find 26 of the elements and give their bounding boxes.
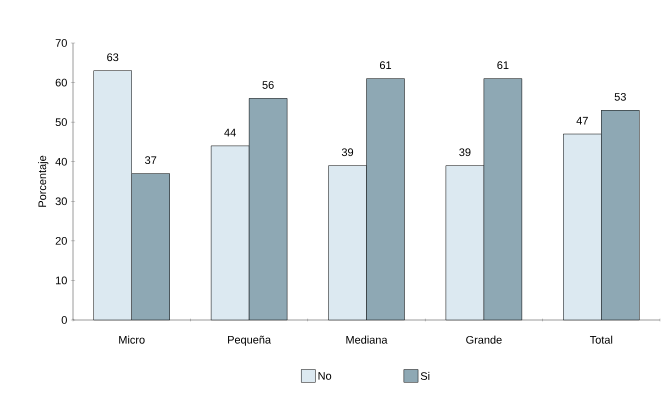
- x-tick-label: Mediana: [346, 336, 388, 344]
- y-tick-label: 10: [56, 276, 67, 284]
- legend-label: No: [318, 372, 332, 380]
- data-label: 47: [576, 116, 588, 124]
- y-tick-label: 0: [62, 316, 67, 324]
- data-label: 61: [497, 61, 508, 70]
- data-label: 63: [107, 53, 118, 62]
- data-label: 53: [614, 92, 626, 101]
- data-label: 39: [342, 148, 354, 156]
- data-label: 39: [459, 148, 470, 156]
- y-tick-label: 60: [56, 78, 67, 86]
- data-label: 56: [262, 81, 274, 89]
- x-tick-label: Grande: [466, 336, 502, 344]
- x-tick-label: Pequeña: [228, 336, 272, 346]
- data-label: 37: [145, 156, 156, 164]
- y-tick-label: 20: [56, 236, 67, 245]
- y-axis-title: Porcentaje: [38, 156, 48, 207]
- legend-label: Si: [420, 372, 430, 380]
- y-tick-label: 50: [56, 118, 67, 126]
- y-tick-label: 30: [56, 197, 67, 206]
- y-tick-label: 40: [55, 158, 67, 166]
- y-tick-label: 70: [56, 39, 67, 47]
- x-tick-label: Total: [590, 336, 612, 344]
- data-label: 44: [224, 128, 236, 136]
- data-label: 61: [380, 61, 392, 70]
- x-tick-label: Micro: [119, 336, 145, 344]
